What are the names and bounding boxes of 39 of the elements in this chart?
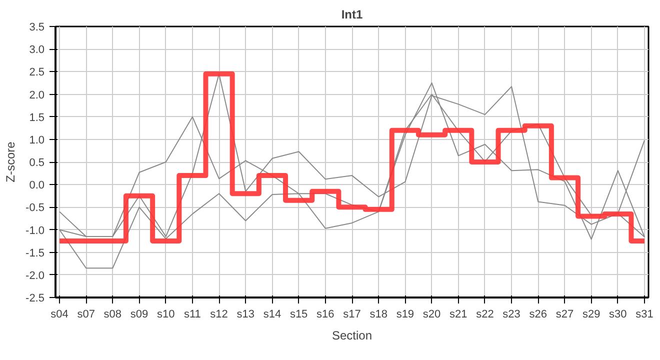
x-tick-label: s14 [263,308,282,320]
x-tick-label: s30 [609,308,627,320]
x-tick-label: s16 [316,308,334,320]
x-tick-label: s17 [343,308,361,320]
x-tick-label: s09 [130,308,148,320]
y-tick-label: -2.5 [26,292,45,304]
x-tick-label: s08 [104,308,122,320]
y-tick-label: 1.0 [29,134,45,146]
y-tick-label: 1.5 [29,112,45,124]
x-tick-label: s31 [636,308,654,320]
y-tick-label: -0.5 [26,202,45,214]
x-tick-label: s27 [556,308,574,320]
x-tick-label: s29 [582,308,600,320]
x-tick-label: s21 [450,308,468,320]
x-tick-label: s12 [210,308,228,320]
chart-title: Int1 [341,8,363,22]
x-tick-label: s11 [184,308,201,320]
y-tick-label: -1.0 [26,224,45,237]
x-tick-label: s20 [422,308,441,320]
y-tick-label: -1.5 [26,247,45,260]
x-tick-label: s18 [370,308,388,320]
x-axis-title: Section [332,328,372,342]
x-tick-label: s10 [156,308,175,320]
x-tick-label: s22 [476,308,494,320]
y-tick-label: 2.0 [29,89,45,102]
y-tick-label: 3.5 [29,22,45,34]
x-tick-label: s13 [236,308,255,320]
x-tick-label: s15 [290,308,308,320]
y-axis-title: Z-score [4,141,18,182]
y-tick-label: -2.0 [26,270,45,282]
y-tick-label: 0.5 [29,157,45,169]
y-tick-label: 2.5 [29,66,45,79]
x-tick-label: s07 [77,308,95,320]
y-tick-label: 3.0 [29,44,45,56]
y-tick-label: 0.0 [29,180,45,192]
x-tick-label: s23 [502,308,520,320]
x-tick-label: s19 [396,308,414,320]
x-tick-label: s04 [50,308,68,320]
x-tick-label: s26 [529,308,548,320]
